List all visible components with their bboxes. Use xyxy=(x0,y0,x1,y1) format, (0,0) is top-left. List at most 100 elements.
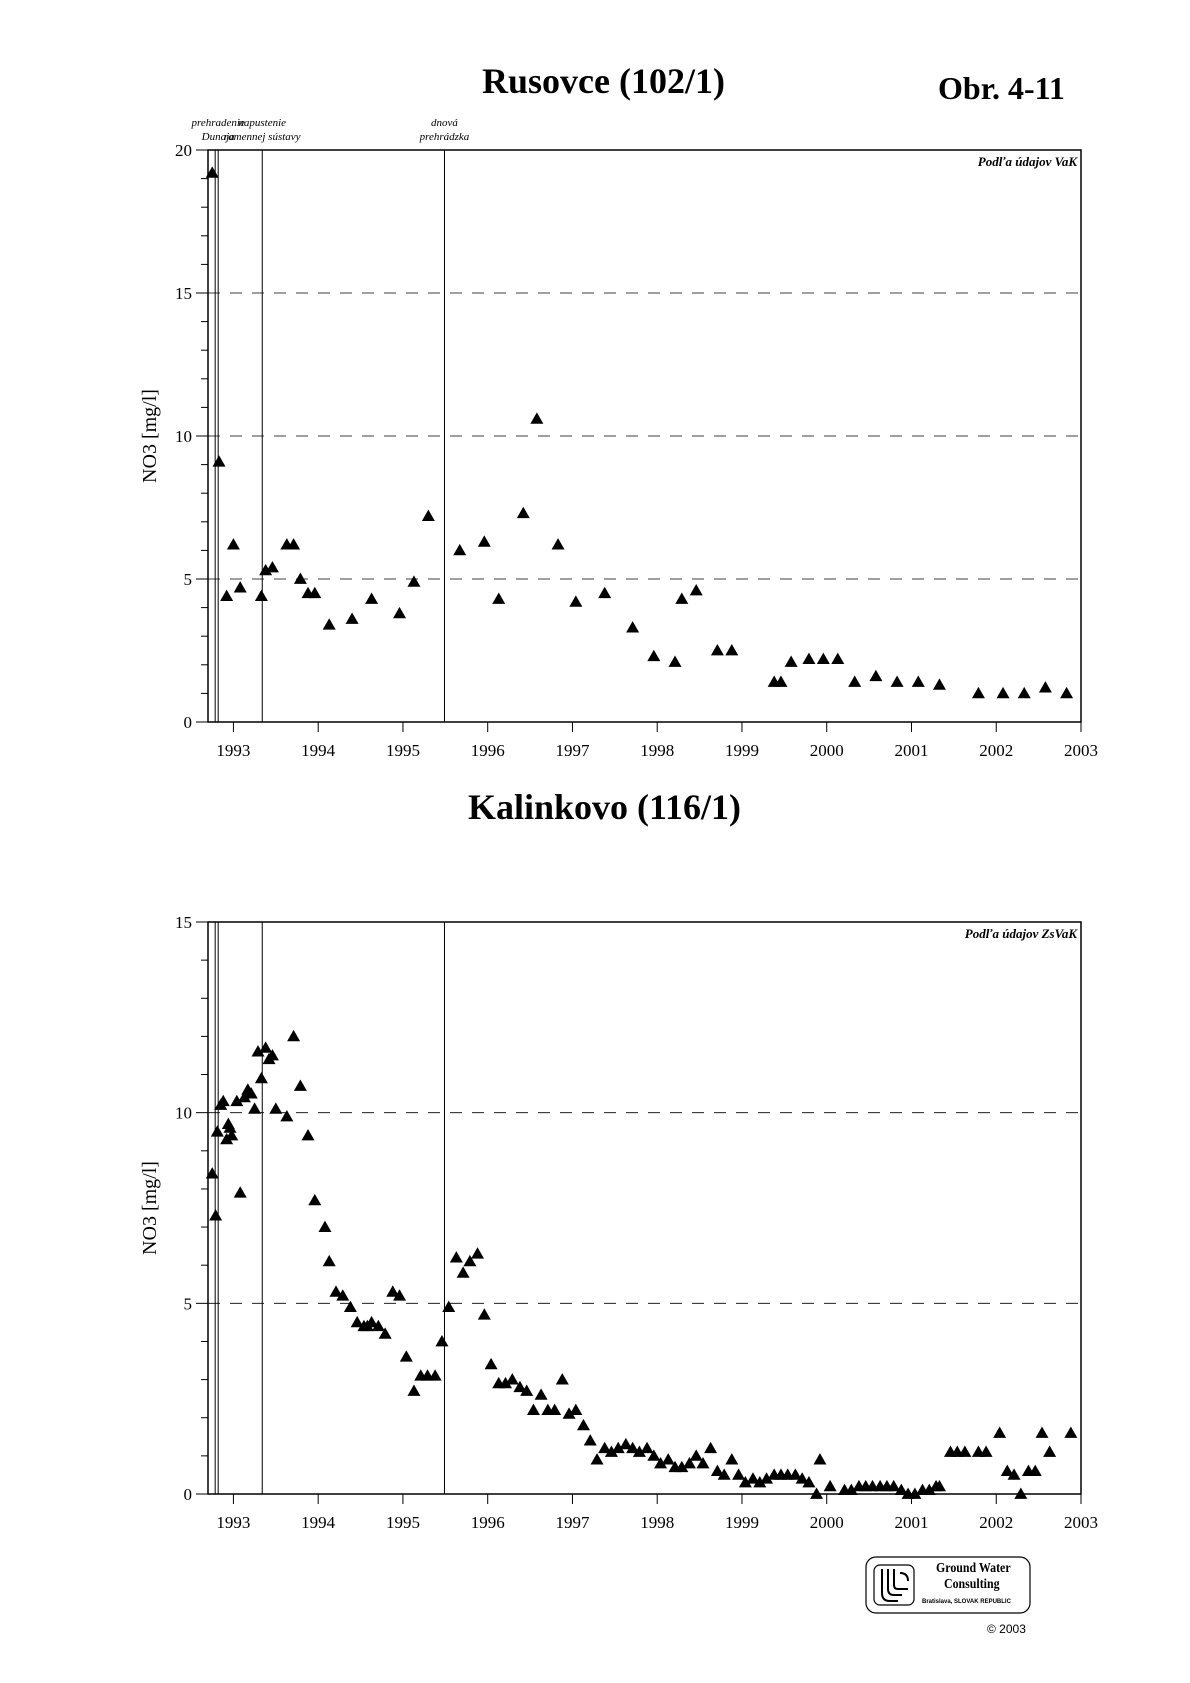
event-label: dnová xyxy=(431,117,458,129)
kalinkovo-data-point xyxy=(675,1460,689,1473)
kalinkovo-data-point xyxy=(725,1453,739,1465)
rusovce-data-point xyxy=(516,506,530,519)
kalinkovo-data-point xyxy=(1028,1464,1042,1476)
kalinkovo-plot-frame xyxy=(207,921,1082,1495)
kalinkovo-data-point xyxy=(746,1472,760,1484)
kalinkovo-data-point xyxy=(308,1193,322,1206)
rusovce-data-point xyxy=(971,686,985,699)
kalinkovo-x-tick-label: 1997 xyxy=(555,1513,590,1532)
rusovce-data-point xyxy=(569,595,583,607)
kalinkovo-data-point xyxy=(979,1445,993,1457)
kalinkovo-x-tick-label: 1999 xyxy=(725,1513,759,1532)
rusovce-y-tick-label: 20 xyxy=(175,141,192,160)
rusovce-x-tick-label: 2002 xyxy=(979,741,1013,760)
kalinkovo-data-point xyxy=(205,1167,219,1179)
rusovce-x-tick-label: 2001 xyxy=(894,741,928,760)
rusovce-data-point xyxy=(932,678,946,690)
event-label: prehrádzka xyxy=(419,131,470,143)
kalinkovo-data-point xyxy=(611,1441,625,1454)
kalinkovo-data-point xyxy=(534,1388,548,1400)
rusovce-data-point xyxy=(802,652,816,664)
rusovce-x-tick-label: 1996 xyxy=(471,741,505,760)
copyright: © 2003 xyxy=(987,1622,1026,1636)
kalinkovo-data-point xyxy=(682,1456,696,1469)
rusovce-data-point xyxy=(831,652,845,664)
kalinkovo-x-tick-label: 2001 xyxy=(894,1513,928,1532)
kalinkovo-data-point xyxy=(844,1483,858,1496)
rusovce-source-note: Podľa údajov VaK xyxy=(978,154,1079,169)
rusovce-data-point xyxy=(212,455,226,467)
kalinkovo-y-tick-label: 0 xyxy=(184,1485,193,1504)
company-logo: Ground Water Consulting Bratislava, SLOV… xyxy=(864,1555,1032,1615)
kalinkovo-data-point xyxy=(225,1129,239,1141)
kalinkovo-data-point xyxy=(371,1319,385,1332)
kalinkovo-x-tick-label: 2002 xyxy=(979,1513,1013,1532)
rusovce-data-point xyxy=(689,583,703,596)
kalinkovo-data-point xyxy=(710,1464,724,1476)
kalinkovo-data-point xyxy=(269,1102,283,1114)
kalinkovo-data-point xyxy=(336,1289,350,1301)
rusovce-data-point xyxy=(710,644,724,656)
rusovce-y-tick-label: 10 xyxy=(175,427,192,446)
rusovce-data-point xyxy=(453,543,467,556)
kalinkovo-data-point xyxy=(1035,1426,1049,1438)
rusovce-data-point xyxy=(774,675,788,687)
kalinkovo-data-point xyxy=(210,1125,224,1137)
rusovce-x-tick-label: 1999 xyxy=(725,741,759,760)
kalinkovo-data-point xyxy=(407,1384,421,1396)
kalinkovo-source-note: Podľa údajov ZsVaK xyxy=(965,926,1079,941)
rusovce-data-point xyxy=(1017,686,1031,699)
kalinkovo-data-point xyxy=(265,1048,279,1061)
rusovce-data-point xyxy=(598,586,612,599)
kalinkovo-data-point xyxy=(823,1479,837,1492)
kalinkovo-data-point xyxy=(1043,1445,1057,1457)
kalinkovo-data-point xyxy=(216,1094,230,1107)
rusovce-data-point xyxy=(816,652,830,664)
rusovce-x-tick-label: 2003 xyxy=(1064,741,1098,760)
kalinkovo-data-point xyxy=(569,1403,583,1415)
rusovce-data-point xyxy=(626,621,640,633)
rusovce-x-tick-label: 1995 xyxy=(386,741,420,760)
rusovce-data-point xyxy=(725,644,739,656)
kalinkovo-data-point xyxy=(322,1254,336,1267)
kalinkovo-data-point xyxy=(704,1441,718,1454)
kalinkovo-data-point xyxy=(576,1418,590,1431)
kalinkovo-data-point xyxy=(498,1376,512,1389)
kalinkovo-data-point xyxy=(1064,1426,1078,1438)
rusovce-data-point xyxy=(996,686,1010,699)
kalinkovo-data-point xyxy=(513,1380,527,1393)
kalinkovo-data-point xyxy=(343,1300,357,1313)
rusovce-data-point xyxy=(265,561,279,573)
figure-label: Obr. 4-11 xyxy=(938,70,1065,106)
kalinkovo-data-point xyxy=(894,1483,908,1496)
rusovce-data-point xyxy=(287,538,301,550)
kalinkovo-data-point xyxy=(626,1441,640,1454)
logo-line3: Bratislava, SLOVAK REPUBLIC xyxy=(922,1599,1011,1605)
kalinkovo-data-point xyxy=(908,1487,922,1499)
rusovce-data-point xyxy=(492,592,506,604)
kalinkovo-data-point xyxy=(471,1247,485,1259)
chart-title-kalinkovo: Kalinkovo (116/1) xyxy=(468,787,742,827)
kalinkovo-data-point xyxy=(922,1483,936,1496)
rusovce-plot-frame xyxy=(207,149,1082,723)
rusovce-x-tick-label: 2000 xyxy=(810,741,844,760)
kalinkovo-data-point xyxy=(259,1041,273,1053)
kalinkovo-x-tick-label: 1998 xyxy=(640,1513,674,1532)
rusovce-x-tick-label: 1993 xyxy=(216,741,250,760)
rusovce-x-tick-label: 1994 xyxy=(301,741,336,760)
rusovce-data-point xyxy=(530,412,544,424)
kalinkovo-data-point xyxy=(209,1209,223,1221)
rusovce-data-point xyxy=(869,669,883,682)
kalinkovo-data-point xyxy=(661,1453,675,1465)
kalinkovo-data-point xyxy=(280,1109,294,1122)
kalinkovo-data-point xyxy=(449,1251,463,1263)
rusovce-data-point xyxy=(848,675,862,687)
rusovce-data-point xyxy=(668,655,682,667)
rusovce-x-tick-label: 1997 xyxy=(555,741,590,760)
kalinkovo-x-tick-label: 1994 xyxy=(301,1513,336,1532)
kalinkovo-data-point xyxy=(760,1472,774,1484)
kalinkovo-data-point xyxy=(788,1468,802,1480)
kalinkovo-x-tick-label: 1993 xyxy=(216,1513,250,1532)
rusovce-x-tick-label: 1998 xyxy=(640,741,674,760)
